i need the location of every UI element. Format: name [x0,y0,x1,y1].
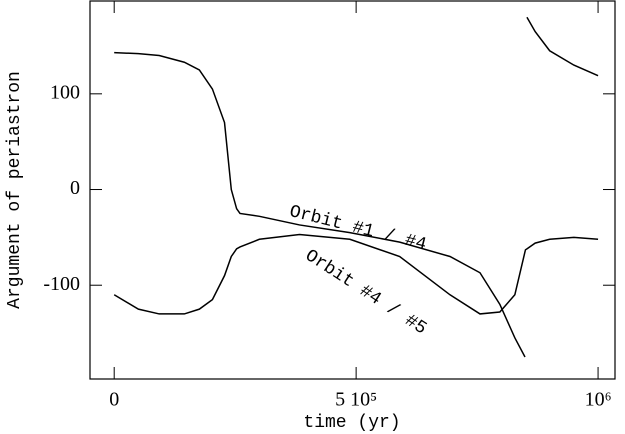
x-tick-label: 0 [109,389,119,411]
x-axis-label: time (yr) [303,413,400,433]
line [113,233,599,315]
y-tick-label: 100 [50,81,80,103]
x-tick-label: 10⁶ [585,389,612,411]
y-axis-label: Argument of periastron [5,71,25,309]
y-tick-label: 0 [70,177,80,199]
x-tick-label: 5 10⁵ [335,389,377,411]
line [114,16,599,358]
annotation: Orbit #4 / #5 [301,246,430,339]
y-tick-label: -100 [43,273,80,295]
annotation: Orbit #1 / #4 [287,202,428,255]
